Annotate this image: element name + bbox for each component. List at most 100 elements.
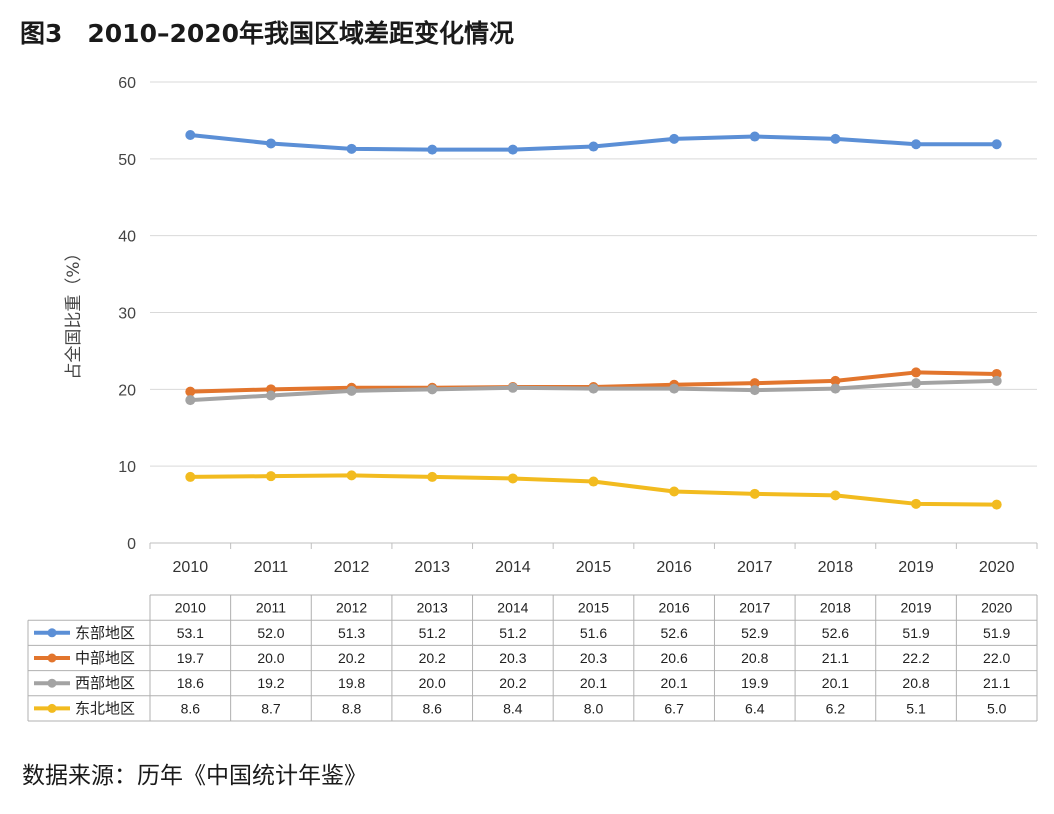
x-tick-label: 2010 [173,559,209,576]
table-header-cell: 2012 [336,600,367,616]
x-tick-label: 2016 [656,559,692,576]
table-header-cell: 2020 [981,600,1012,616]
table-value-cell: 22.2 [902,650,929,666]
data-point [911,498,922,509]
data-point [588,141,599,152]
data-point [749,385,760,396]
table-value-cell: 52.6 [822,625,849,641]
table-value-cell: 20.1 [822,675,849,691]
table-value-cell: 20.2 [499,675,526,691]
data-point [911,367,922,378]
data-point [346,143,357,154]
table-header-cell: 2013 [417,600,448,616]
data-point [265,390,276,401]
table-value-cell: 51.9 [983,625,1010,641]
table-value-cell: 20.0 [419,675,446,691]
table-value-cell: 52.0 [257,625,284,641]
data-point [346,470,357,481]
data-point [427,144,438,155]
data-point [185,471,196,482]
x-tick-label: 2017 [737,559,773,576]
data-point [588,383,599,394]
y-tick-label: 10 [118,459,136,476]
x-tick-label: 2018 [818,559,854,576]
table-value-cell: 53.1 [177,625,204,641]
y-axis-title: 占全国比重（%） [64,244,84,379]
table-header-cell: 2017 [739,600,770,616]
source-note: 数据来源：历年《中国统计年鉴》 [22,763,367,789]
table-value-cell: 51.6 [580,625,607,641]
legend-marker [47,678,57,688]
table-value-cell: 21.1 [983,675,1010,691]
table-value-cell: 20.2 [419,650,446,666]
table-value-cell: 6.2 [826,700,846,716]
data-point [669,133,680,144]
table-value-cell: 5.1 [906,700,926,716]
data-point [427,384,438,395]
table-value-cell: 20.3 [499,650,526,666]
table-header-cell: 2015 [578,600,609,616]
data-point [185,386,196,397]
table-value-cell: 20.3 [580,650,607,666]
data-point [185,395,196,406]
x-tick-label: 2012 [334,559,370,576]
table-value-cell: 51.9 [902,625,929,641]
data-point [749,131,760,142]
data-point [588,476,599,487]
y-tick-label: 50 [118,152,136,169]
data-point [830,133,841,144]
data-point [265,471,276,482]
data-point [265,138,276,149]
x-tick-label: 2019 [898,559,934,576]
table-value-cell: 52.6 [661,625,688,641]
table-value-cell: 51.3 [338,625,365,641]
x-tick-label: 2015 [576,559,612,576]
x-tick-label: 2011 [254,559,289,576]
data-point [507,473,518,484]
data-point [669,383,680,394]
table-value-cell: 51.2 [499,625,526,641]
data-point [749,378,760,389]
data-point [991,368,1002,379]
data-point [830,375,841,386]
table-value-cell: 19.9 [741,675,768,691]
data-point [991,139,1002,150]
table-value-cell: 8.4 [503,700,523,716]
data-point [991,499,1002,510]
legend-label: 东部地区 [75,624,135,642]
legend-marker [47,628,57,638]
table-value-cell: 8.6 [181,700,201,716]
x-tick-label: 2014 [495,559,531,576]
table-value-cell: 19.8 [338,675,365,691]
data-point [830,490,841,501]
table-header-cell: 2019 [900,600,931,616]
table-value-cell: 19.2 [257,675,284,691]
data-point [991,375,1002,386]
table-value-cell: 8.6 [422,700,442,716]
table-value-cell: 51.2 [419,625,446,641]
table-header-cell: 2010 [175,600,206,616]
table-value-cell: 52.9 [741,625,768,641]
data-point [911,378,922,389]
x-tick-label: 2013 [414,559,450,576]
table-value-cell: 6.4 [745,700,765,716]
table-header-cell: 2011 [256,600,286,616]
data-point [749,488,760,499]
table-value-cell: 18.6 [177,675,204,691]
legend-marker [47,703,57,713]
data-point [669,486,680,497]
data-point [507,382,518,393]
legend-label: 东北地区 [75,699,135,717]
table-value-cell: 20.2 [338,650,365,666]
table-value-cell: 22.0 [983,650,1010,666]
data-point [427,471,438,482]
line-chart: 0 10 20 30 40 50 60 2010 2011 2012 2013 2014 2015 201… [27,75,1038,722]
data-point [346,385,357,396]
table-value-cell: 8.8 [342,700,362,716]
data-point [507,144,518,155]
table-value-cell: 20.8 [902,675,929,691]
legend-label: 西部地区 [75,674,135,692]
table-value-cell: 21.1 [822,650,849,666]
data-point [185,130,196,141]
table-header-cell: 2016 [659,600,690,616]
